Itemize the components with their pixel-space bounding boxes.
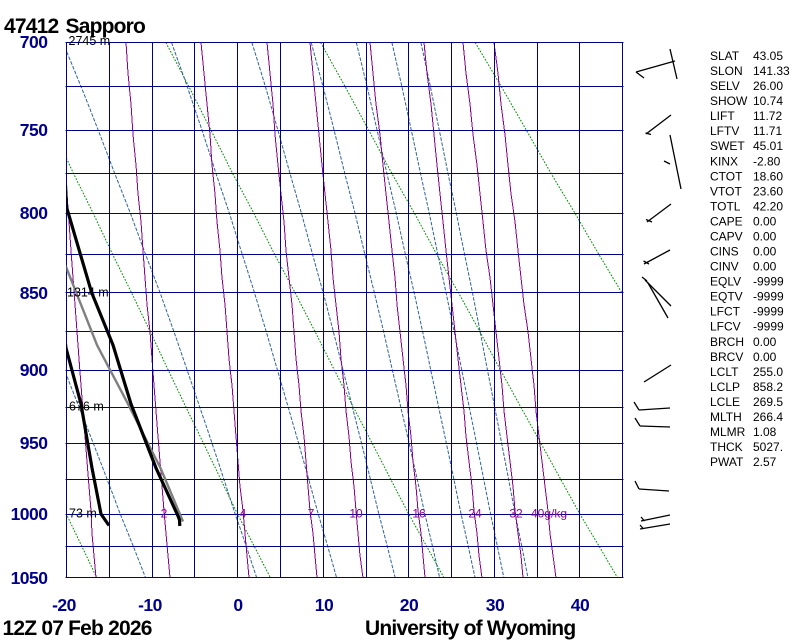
- svg-text:24: 24: [468, 507, 482, 521]
- svg-text:KINX: KINX: [710, 154, 738, 168]
- svg-text:BRCV: BRCV: [710, 350, 743, 364]
- svg-text:CINS: CINS: [710, 245, 739, 259]
- svg-text:5027.: 5027.: [753, 440, 783, 454]
- svg-text:676 m: 676 m: [69, 400, 104, 414]
- svg-text:2745 m: 2745 m: [69, 34, 111, 48]
- svg-text:CINV: CINV: [710, 260, 739, 274]
- svg-text:269.5: 269.5: [753, 395, 783, 409]
- svg-text:45.01: 45.01: [753, 139, 783, 153]
- svg-text:-9999: -9999: [753, 305, 784, 319]
- svg-text:900: 900: [20, 360, 48, 380]
- svg-text:7: 7: [308, 507, 315, 521]
- svg-text:23.60: 23.60: [753, 184, 783, 198]
- svg-text:BRCH: BRCH: [710, 335, 744, 349]
- svg-text:SWET: SWET: [710, 139, 745, 153]
- svg-text:2.57: 2.57: [753, 455, 777, 469]
- svg-text:20: 20: [400, 595, 419, 615]
- svg-text:1314 m: 1314 m: [67, 286, 109, 300]
- svg-text:750: 750: [20, 120, 48, 140]
- svg-text:10: 10: [349, 507, 363, 521]
- svg-text:-2.80: -2.80: [753, 154, 781, 168]
- svg-text:-9999: -9999: [753, 320, 784, 334]
- svg-text:MLTH: MLTH: [710, 410, 742, 424]
- svg-text:LFCV: LFCV: [710, 320, 741, 334]
- svg-text:-9999: -9999: [753, 290, 784, 304]
- svg-text:CAPV: CAPV: [710, 230, 743, 244]
- svg-text:-10: -10: [138, 595, 163, 615]
- svg-text:11.71: 11.71: [753, 124, 782, 138]
- svg-text:University of Wyoming: University of Wyoming: [365, 617, 575, 640]
- svg-text:1000: 1000: [11, 504, 49, 524]
- svg-text:SLON: SLON: [710, 64, 743, 78]
- svg-text:18.60: 18.60: [753, 169, 783, 183]
- svg-text:40g/kg: 40g/kg: [531, 507, 567, 521]
- svg-text:CAPE: CAPE: [710, 214, 743, 228]
- svg-text:SHOW: SHOW: [710, 94, 748, 108]
- svg-text:255.0: 255.0: [753, 365, 783, 379]
- svg-text:0.00: 0.00: [753, 350, 777, 364]
- svg-text:4: 4: [240, 507, 247, 521]
- svg-text:LIFT: LIFT: [710, 109, 735, 123]
- svg-text:LCLT: LCLT: [710, 365, 739, 379]
- svg-text:1.08: 1.08: [753, 425, 777, 439]
- svg-text:0.00: 0.00: [753, 230, 777, 244]
- svg-text:LCLP: LCLP: [710, 380, 740, 394]
- svg-text:THCK: THCK: [710, 440, 743, 454]
- svg-text:141.33: 141.33: [753, 64, 790, 78]
- svg-text:TOTL: TOTL: [710, 199, 741, 213]
- svg-text:LFCT: LFCT: [710, 305, 741, 319]
- svg-text:EQLV: EQLV: [710, 275, 741, 289]
- svg-text:12Z 07 Feb 2026: 12Z 07 Feb 2026: [3, 617, 152, 640]
- svg-text:LFTV: LFTV: [710, 124, 739, 138]
- svg-text:0.00: 0.00: [753, 260, 777, 274]
- svg-text:SLAT: SLAT: [710, 49, 740, 63]
- svg-text:0: 0: [233, 595, 243, 615]
- svg-text:858.2: 858.2: [753, 380, 783, 394]
- svg-text:800: 800: [20, 203, 48, 223]
- svg-text:0.00: 0.00: [753, 214, 777, 228]
- svg-text:700: 700: [20, 32, 48, 52]
- svg-text:47412: 47412: [4, 15, 59, 38]
- svg-text:CTOT: CTOT: [710, 169, 743, 183]
- svg-text:950: 950: [20, 433, 48, 453]
- svg-text:16: 16: [412, 507, 426, 521]
- svg-text:40: 40: [571, 595, 590, 615]
- svg-text:-20: -20: [52, 595, 77, 615]
- svg-text:73 m: 73 m: [69, 507, 97, 521]
- svg-text:43.05: 43.05: [753, 49, 783, 63]
- svg-text:10: 10: [315, 595, 334, 615]
- svg-text:850: 850: [20, 283, 48, 303]
- svg-text:-9999: -9999: [753, 275, 784, 289]
- svg-text:42.20: 42.20: [753, 199, 783, 213]
- svg-text:Sapporo: Sapporo: [66, 15, 146, 38]
- svg-text:1050: 1050: [11, 568, 49, 588]
- svg-text:26.00: 26.00: [753, 79, 783, 93]
- svg-text:LCLE: LCLE: [710, 395, 740, 409]
- svg-text:EQTV: EQTV: [710, 290, 743, 304]
- svg-text:VTOT: VTOT: [710, 184, 742, 198]
- svg-text:2: 2: [161, 507, 168, 521]
- svg-text:32: 32: [509, 507, 523, 521]
- svg-text:0.00: 0.00: [753, 245, 777, 259]
- svg-text:11.72: 11.72: [753, 109, 782, 123]
- svg-text:MLMR: MLMR: [710, 425, 746, 439]
- svg-text:SELV: SELV: [710, 79, 740, 93]
- svg-text:30: 30: [486, 595, 505, 615]
- svg-text:266.4: 266.4: [753, 410, 783, 424]
- svg-text:10.74: 10.74: [753, 94, 783, 108]
- svg-text:0.00: 0.00: [753, 335, 777, 349]
- svg-text:PWAT: PWAT: [710, 455, 744, 469]
